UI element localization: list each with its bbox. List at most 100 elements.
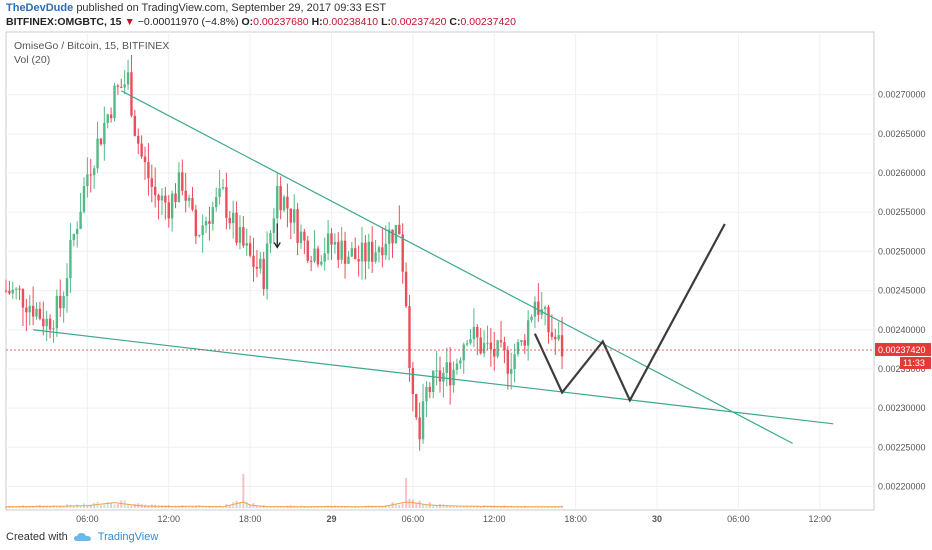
- volume-bar: [459, 505, 462, 508]
- candle-body: [506, 350, 510, 374]
- volume-bar: [377, 506, 380, 508]
- series-legend[interactable]: OmiseGo / Bitcoin, 15, BITFINEX: [14, 40, 170, 52]
- candle-body: [357, 259, 360, 262]
- volume-bar: [452, 506, 455, 508]
- candle-body: [289, 208, 293, 223]
- candle-body: [530, 316, 533, 321]
- volume-bar: [245, 501, 248, 508]
- candle-body: [560, 335, 564, 357]
- candle-body: [533, 301, 537, 317]
- volume-bar: [533, 507, 536, 508]
- candle-body: [126, 72, 130, 85]
- candle-body: [55, 295, 59, 329]
- candle-body: [333, 241, 337, 245]
- candle-body: [387, 229, 391, 244]
- volume-bar: [120, 500, 123, 508]
- tradingview-brand[interactable]: TradingView: [97, 531, 159, 543]
- volume-bar: [316, 506, 319, 508]
- candle-body: [279, 186, 282, 211]
- volume-bar: [62, 506, 65, 508]
- candle-body: [286, 196, 289, 209]
- volume-bar: [472, 505, 475, 508]
- candle-body: [537, 301, 540, 315]
- candle-body: [455, 363, 459, 370]
- candle-body: [296, 209, 299, 243]
- candle-body: [147, 162, 150, 179]
- candle-body: [306, 240, 309, 261]
- candle-body: [309, 260, 313, 262]
- open-label: O:: [241, 16, 254, 28]
- x-tick-label: 29: [326, 514, 336, 524]
- candle-body: [187, 197, 191, 201]
- arrow-head: [273, 242, 281, 249]
- candle-body: [364, 242, 367, 262]
- candle-body: [418, 417, 421, 440]
- candle-body: [377, 247, 381, 253]
- candle-body: [432, 370, 435, 393]
- candle-body: [25, 307, 28, 313]
- y-tick-label: 0.00250000: [878, 246, 926, 256]
- close-label: C:: [449, 16, 461, 28]
- countdown-label: 11:33: [903, 358, 925, 368]
- candle-body: [123, 84, 126, 88]
- candle-body: [496, 340, 499, 357]
- candle-body: [150, 178, 153, 187]
- candle-body: [191, 197, 194, 210]
- candle-body: [42, 318, 45, 327]
- volume-bar: [205, 506, 208, 508]
- candle-body: [523, 340, 526, 346]
- volume-bar: [232, 502, 235, 508]
- volume-bar: [506, 506, 509, 508]
- tradingview-cloud-icon: [73, 533, 91, 541]
- volume-bar: [337, 506, 340, 508]
- volume-bar: [418, 500, 421, 508]
- volume-legend[interactable]: Vol (20): [14, 54, 51, 66]
- candle-body: [262, 258, 265, 289]
- candle-body: [411, 368, 415, 395]
- change-value: −0.00011970 (−4.8%): [137, 16, 239, 28]
- candle-body: [130, 72, 133, 116]
- author-link[interactable]: TheDevDude: [6, 2, 74, 14]
- volume-bar: [184, 505, 187, 508]
- volume-bar: [18, 506, 21, 508]
- candle-body: [516, 342, 520, 355]
- candle-body: [428, 387, 432, 393]
- candle-body: [52, 328, 55, 330]
- candle-body: [465, 343, 469, 345]
- candle-body: [374, 252, 377, 262]
- x-tick-label: 30: [652, 514, 662, 524]
- volume-bar: [544, 507, 547, 508]
- candle-body: [269, 232, 272, 244]
- candle-body: [408, 306, 411, 369]
- candle-body: [120, 86, 123, 88]
- candle-body: [184, 190, 187, 201]
- volume-bar: [249, 505, 252, 508]
- projection-path: [533, 223, 726, 403]
- candle-body: [554, 336, 557, 340]
- volume-bar: [127, 503, 130, 508]
- volume-bar: [513, 506, 516, 508]
- candle-body: [177, 172, 181, 203]
- volume-bar: [269, 506, 272, 508]
- candle-body: [340, 240, 343, 260]
- candle-body: [442, 372, 445, 382]
- current-price-badge: [875, 342, 931, 356]
- candle-body: [116, 85, 120, 87]
- y-tick-label: 0.00225000: [878, 442, 926, 452]
- volume-bar: [72, 505, 75, 508]
- candle-body: [398, 225, 401, 235]
- low-value: 0.00237420: [391, 16, 447, 28]
- volume-bar: [313, 506, 316, 508]
- candle-body: [31, 305, 35, 317]
- candle-body: [137, 135, 140, 144]
- candle-body: [109, 114, 113, 119]
- candle-body: [38, 308, 42, 319]
- candle-body: [486, 342, 489, 344]
- candle-body: [215, 197, 218, 208]
- volume-bar: [211, 506, 214, 508]
- volume-bar: [306, 506, 309, 508]
- volume-bar: [408, 498, 411, 508]
- candle-body: [438, 370, 442, 382]
- candle-body: [204, 221, 208, 226]
